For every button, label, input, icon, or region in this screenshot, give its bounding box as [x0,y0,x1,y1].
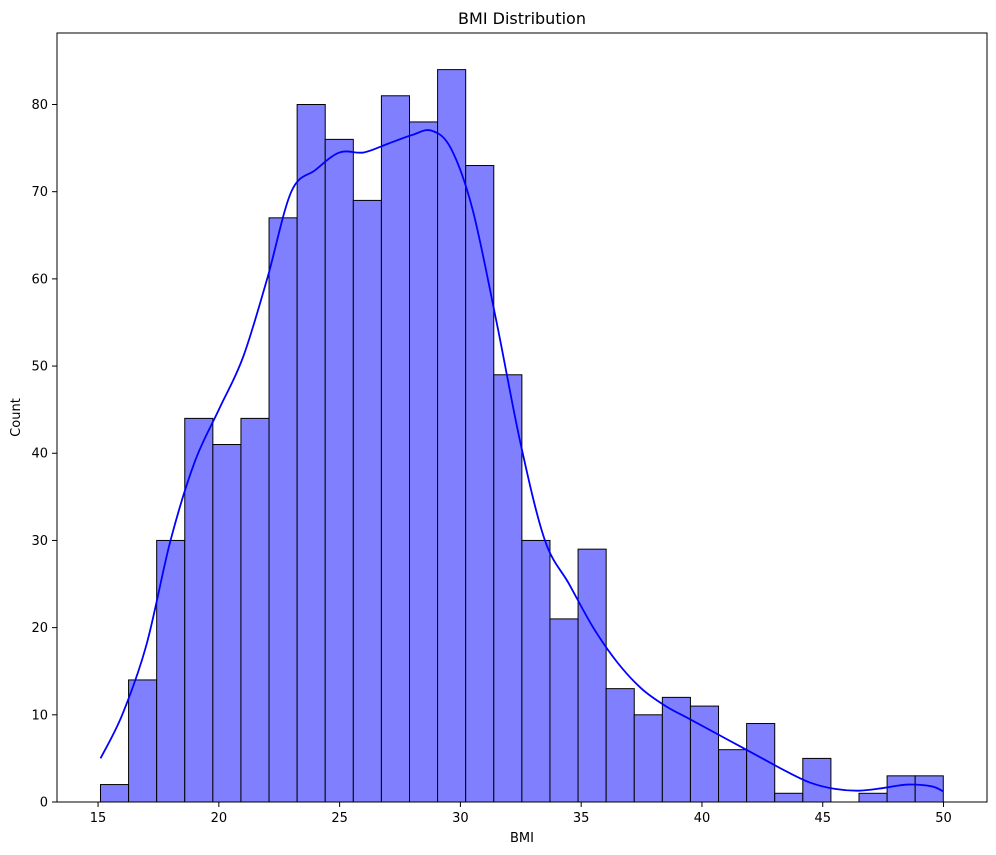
histogram-bar [858,792,888,803]
histogram-bar [605,688,635,803]
x-tick-label: 45 [814,811,831,826]
histogram-bar [324,138,354,803]
histogram-bar [465,165,495,803]
histogram-bar [689,705,720,803]
y-tick-label: 10 [31,708,48,723]
y-tick-label: 40 [31,447,48,462]
histogram-bar [128,679,158,803]
histogram-bar [409,121,439,803]
x-tick-label: 40 [694,811,711,826]
y-tick-label: 0 [40,796,48,811]
histogram-bar [296,103,326,803]
y-tick-label: 20 [31,621,48,636]
histogram-bar [886,775,916,803]
histogram-bar [549,618,579,803]
histogram-bar [437,69,467,803]
x-axis-ticks: 15 20 25 30 35 40 45 50 [90,802,952,826]
x-axis-label: BMI [510,831,534,846]
x-tick-label: 20 [211,811,228,826]
x-tick-label: 30 [452,811,469,826]
histogram-bar [380,95,411,803]
y-tick-label: 70 [31,185,48,200]
histogram-bar [212,444,242,803]
histogram-bar [774,792,804,803]
histogram-bar [718,749,748,803]
histogram-bar [493,374,523,803]
histogram-bar [240,417,270,803]
y-tick-label: 50 [31,360,48,375]
kde-curve [99,129,944,793]
histogram-bars [99,69,944,803]
x-tick-label: 35 [573,811,590,826]
x-tick-label: 15 [90,811,107,826]
histogram-bar [521,539,551,803]
y-tick-label: 80 [31,98,48,113]
chart-title: BMI Distribution [458,9,586,28]
x-tick-label: 25 [331,811,348,826]
y-tick-label: 60 [31,272,48,287]
histogram-bar [268,217,298,803]
y-axis-ticks: 0 10 20 30 40 50 60 70 80 [31,98,57,811]
x-tick-label: 50 [935,811,952,826]
y-axis-label: Count [9,398,24,437]
histogram-bar [633,714,663,803]
histogram-bar [577,548,607,803]
plot-area-frame [56,32,988,803]
y-tick-label: 30 [31,534,48,549]
histogram-bar [99,784,130,803]
histogram-bar [802,757,832,803]
histogram-bar [352,199,382,803]
